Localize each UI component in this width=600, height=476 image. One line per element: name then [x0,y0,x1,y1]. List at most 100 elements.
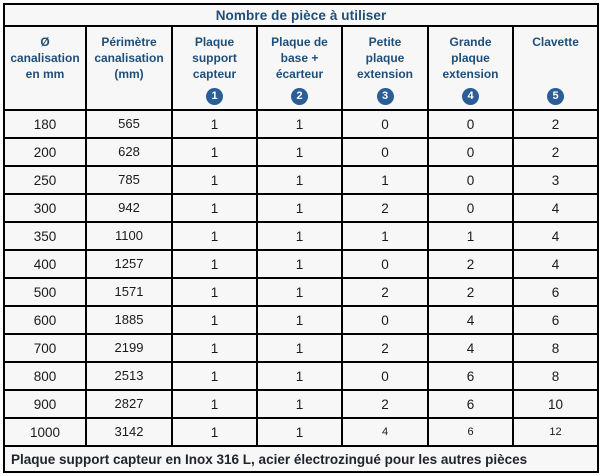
table-row-250: 250 785 1 1 1 0 3 [3,165,600,195]
table-cell: 1 [256,417,343,447]
table-cell: 6 [511,305,600,335]
table-cell: 400 [3,249,87,279]
column-header-line: support [192,51,237,65]
table-row-400: 400 1257 1 1 0 2 4 [3,249,600,279]
title-row: Nombre de pièce à utiliser [2,3,600,27]
table-cell: 2 [341,389,429,419]
table-row-900: 900 2827 1 1 2 6 10 [3,389,600,419]
table-cell: 1 [171,389,258,419]
table-cell: 0 [341,361,429,391]
column-header-content: Clavette 5 [515,28,596,108]
table-cell: 1 [171,137,258,167]
table-cell: 1571 [85,277,173,307]
column-header-content: Périmètre canalisation (mm) [88,28,170,108]
table-cell: 1 [171,361,258,391]
table-row-600: 600 1885 1 1 0 4 6 [3,305,600,335]
table-cell: 800 [3,361,87,391]
table-cell: 0 [341,137,429,167]
table-cell: 1 [171,249,258,279]
column-header-line: extension [442,67,499,81]
table-cell: 8 [511,333,600,363]
table-row-800: 800 2513 1 1 0 6 8 [3,361,600,391]
column-header-line: Plaque [194,35,235,49]
table-cell: 0 [341,109,429,139]
table-cell: 0 [427,193,514,223]
column-header-6: Grande plaque extension 4 [427,25,514,111]
table-body: 180 565 1 1 0 0 2 200 628 1 1 0 0 2 250 785 1 1 1 0 3 300 942 1… [3,109,600,447]
number-badge-5: 5 [547,88,565,105]
table-cell: 4 [427,333,514,363]
table-row-700: 700 2199 1 1 2 4 8 [3,333,600,363]
table-title: Nombre de pièce à utiliser [2,3,600,27]
table-row-200: 200 628 1 1 0 0 2 [3,137,600,167]
table-cell: 565 [85,109,173,139]
table-cell: 200 [3,137,87,167]
number-badge-4: 4 [462,88,479,105]
table-cell: 1 [171,305,258,335]
table-cell: 2 [427,249,514,279]
table-cell: 3142 [85,417,173,447]
table-row-350: 350 1100 1 1 1 1 4 [3,221,600,251]
table-cell: 1 [256,109,343,139]
table-cell: 6 [427,361,514,391]
table-cell: 6 [427,389,514,419]
footer-row: Plaque support capteur en Inox 316 L, ac… [2,445,600,473]
column-header-7: Clavette 5 [511,25,600,111]
table-cell: 600 [3,305,87,335]
table-cell: 2 [341,333,429,363]
table-cell: 1 [171,333,258,363]
table-cell: 1 [256,249,343,279]
table-cell: 8 [511,361,600,391]
column-header-content: Petite plaque extension 3 [344,28,426,108]
column-header-line: capteur [192,67,237,81]
table-cell: 350 [3,221,87,251]
column-header-line: plaque [365,51,405,65]
table-cell: 1 [256,277,343,307]
table-cell: 1 [171,109,258,139]
table-cell: 2 [427,277,514,307]
column-header-content: Grande plaque extension 4 [430,28,511,108]
table-cell: 4 [341,417,429,447]
column-header-line: base + [280,51,319,65]
column-header-line: plaque [451,51,490,65]
table-cell: 1 [256,389,343,419]
table-cell: 6 [427,417,514,447]
table-footnote: Plaque support capteur en Inox 316 L, ac… [2,445,600,473]
column-header-content: Plaque de base + écarteur 2 [259,28,340,108]
column-header-line: canalisation [94,51,164,65]
column-header-line: Ø [40,35,50,49]
table-cell: 1 [171,221,258,251]
column-header-line: écarteur [275,67,324,81]
table-cell: 1 [171,193,258,223]
column-header-line: Grande [449,35,492,49]
table-cell: 4 [511,193,600,223]
column-header-line: Petite [368,35,402,49]
number-badge-1: 1 [206,88,223,105]
table-cell: 1 [341,165,429,195]
column-header-line: en mm [25,67,65,81]
table-cell: 1257 [85,249,173,279]
column-header-3: Plaque support capteur 1 [171,25,258,111]
table-cell: 2 [511,137,600,167]
table-row-500: 500 1571 1 1 2 2 6 [3,277,600,307]
table-cell: 1 [171,417,258,447]
column-header-content: Plaque support capteur 1 [174,28,255,108]
table-cell: 4 [511,221,600,251]
table-cell: 2 [341,193,429,223]
table-cell: 180 [3,109,87,139]
table-cell: 500 [3,277,87,307]
table-cell: 1 [427,221,514,251]
table-row-180: 180 565 1 1 0 0 2 [3,109,600,139]
table-cell: 1 [171,165,258,195]
table-cell: 1 [171,277,258,307]
table-cell: 2827 [85,389,173,419]
table-cell: 2 [511,109,600,139]
table-cell: 1 [256,137,343,167]
table-cell: 0 [427,109,514,139]
table-cell: 1 [256,333,343,363]
table-cell: 300 [3,193,87,223]
